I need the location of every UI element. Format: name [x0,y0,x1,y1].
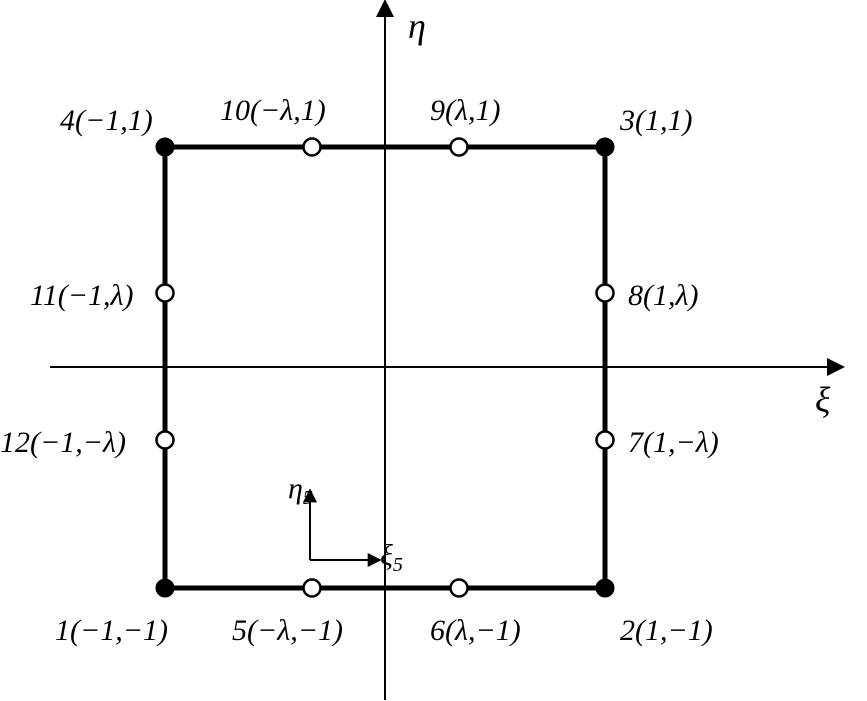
node-label-n12: 12(−1,−λ) [0,426,126,459]
node-n10 [304,139,321,156]
diagram-svg: ξ η ξ5 η5 1(−1,−1) 2(1,−1) 3(1,1) 4(−1,1) 5(… [0,0,867,701]
node-label-n7: 7(1,−λ) [628,426,719,459]
node-label-n6: 6(λ,−1) [430,614,521,647]
xi-axis-label: ξ [815,380,831,420]
node-label-n3: 3(1,1) [619,104,692,137]
node-n4 [157,139,174,156]
node-label-n10: 10(−λ,1) [220,94,326,127]
node-n8 [597,285,614,302]
node-n2 [597,580,614,597]
labels-group: 1(−1,−1) 2(1,−1) 3(1,1) 4(−1,1) 5(−λ,−1) 6(λ,… [0,94,719,647]
node-label-n1: 1(−1,−1) [55,614,168,647]
local-eta-label: η5 [288,472,313,509]
eta-axis-label: η [408,6,426,46]
node-n7 [597,432,614,449]
node-label-n2: 2(1,−1) [620,614,713,647]
node-n11 [157,285,174,302]
node-label-n11: 11(−1,λ) [30,279,134,312]
node-n1 [157,580,174,597]
local-xi-label: ξ5 [380,539,403,576]
node-n3 [597,139,614,156]
node-n12 [157,432,174,449]
node-label-n5: 5(−λ,−1) [232,614,343,647]
node-n5 [304,580,321,597]
node-label-n4: 4(−1,1) [60,104,153,137]
node-label-n9: 9(λ,1) [430,94,500,127]
node-n9 [451,139,468,156]
node-n6 [451,580,468,597]
node-label-n8: 8(1,λ) [628,279,698,312]
